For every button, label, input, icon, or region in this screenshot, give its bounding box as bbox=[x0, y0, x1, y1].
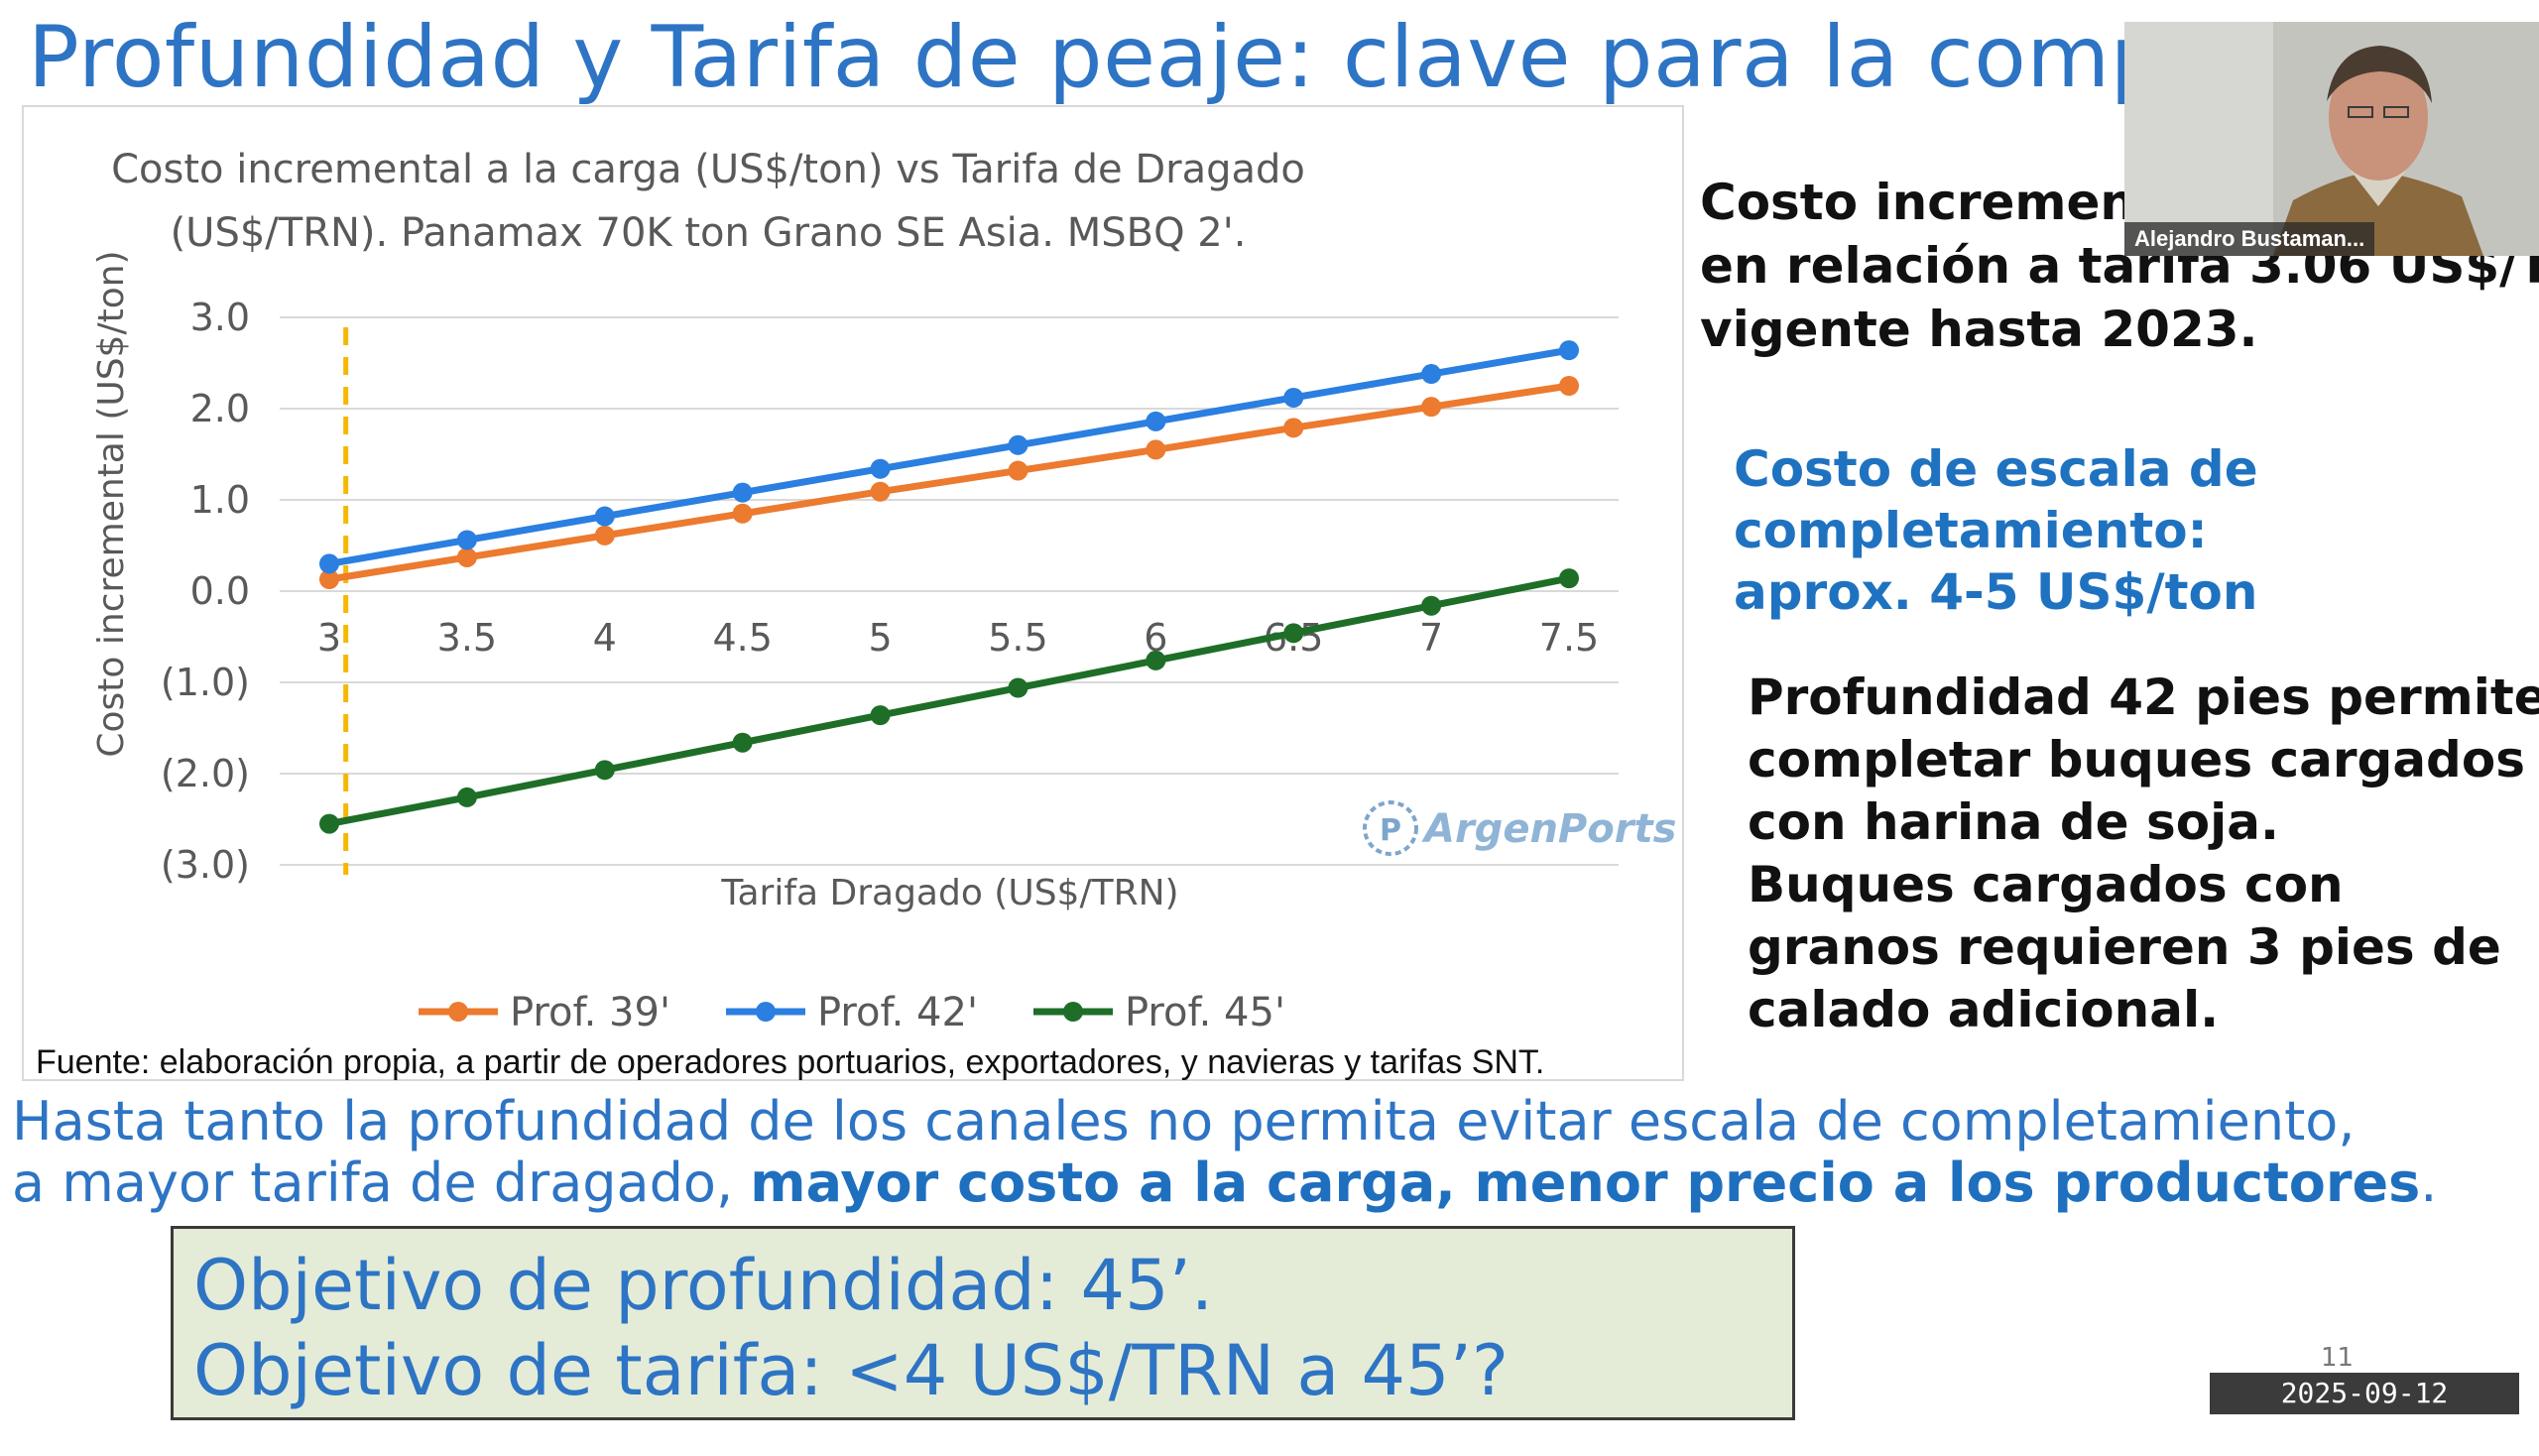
x-tick-label: 5.5 bbox=[988, 616, 1047, 660]
x-axis-ticks: 33.544.555.566.577.5 bbox=[317, 616, 1599, 660]
note-line: con harina de soja. bbox=[1748, 793, 2279, 851]
x-axis-label: Tarifa Dragado (US$/TRN) bbox=[720, 873, 1178, 913]
data-point bbox=[1008, 434, 1028, 455]
y-tick-label: (2.0) bbox=[161, 752, 250, 795]
data-point bbox=[1283, 387, 1304, 408]
participant-avatar-image bbox=[2124, 22, 2539, 256]
note-line: calado adicional. bbox=[1748, 981, 2220, 1038]
data-point bbox=[1283, 623, 1304, 644]
series-line-2 bbox=[328, 346, 1570, 567]
data-point bbox=[732, 482, 753, 503]
legend-marker bbox=[1063, 1002, 1083, 1022]
x-tick-label: 7 bbox=[1419, 616, 1443, 660]
note-line: vigente hasta 2023. bbox=[1700, 301, 2258, 358]
right-note-completion-cost: Costo de escala de completamiento: aprox… bbox=[1734, 438, 2258, 623]
note-line: aprox. 4-5 US$/ton bbox=[1734, 563, 2258, 621]
legend-marker bbox=[448, 1002, 468, 1022]
x-tick-label: 3.5 bbox=[437, 616, 497, 660]
data-point bbox=[870, 705, 891, 726]
participant-name-label: Alejandro Bustaman... bbox=[2124, 222, 2375, 256]
data-point bbox=[1559, 568, 1579, 589]
data-point bbox=[1421, 595, 1442, 616]
bottom-statement: Hasta tanto la profundidad de los canale… bbox=[12, 1091, 2437, 1214]
gridlines bbox=[280, 316, 1619, 866]
watermark-text: ArgenPorts bbox=[1421, 806, 1676, 852]
objective-tariff: Objetivo de tarifa: <4 US$/TRN a 45’? bbox=[193, 1330, 1510, 1411]
y-axis-ticks: 3.0 2.0 1.0 0.0 (1.0) (2.0) (3.0) bbox=[161, 296, 250, 887]
statement-prefix: a mayor tarifa de dragado, bbox=[12, 1152, 751, 1214]
y-tick-label: (3.0) bbox=[161, 843, 250, 887]
data-point bbox=[870, 458, 891, 479]
legend: Prof. 39' Prof. 42' Prof. 45' bbox=[419, 990, 1285, 1035]
x-tick-label: 4.5 bbox=[712, 616, 772, 660]
data-point bbox=[456, 546, 477, 567]
data-point bbox=[1146, 650, 1166, 670]
legend-marker bbox=[756, 1002, 776, 1022]
data-point bbox=[319, 569, 339, 590]
chart-panel: Costo incremental a la carga (US$/ton) v… bbox=[22, 105, 1684, 1081]
objectives-box: Objetivo de profundidad: 45’. Objetivo d… bbox=[171, 1226, 1795, 1420]
x-tick-label: 5 bbox=[868, 616, 892, 660]
note-line: Profundidad 42 pies permite bbox=[1748, 668, 2539, 726]
data-point bbox=[594, 760, 615, 781]
y-tick-label: 3.0 bbox=[190, 296, 250, 339]
note-line: granos requieren 3 pies de bbox=[1748, 918, 2501, 976]
legend-label: Prof. 42' bbox=[817, 990, 978, 1035]
data-point bbox=[1146, 411, 1166, 431]
source-note: Fuente: elaboración propia, a partir de … bbox=[36, 1043, 1545, 1081]
data-point bbox=[456, 530, 477, 550]
data-point bbox=[319, 553, 339, 574]
data-point bbox=[594, 506, 615, 527]
data-point bbox=[1421, 364, 1442, 385]
y-tick-label: 2.0 bbox=[190, 387, 250, 430]
slide-title: Profundidad y Tarifa de peaje: clave par… bbox=[28, 8, 2539, 107]
svg-text:P: P bbox=[1380, 813, 1401, 848]
y-tick-label: (1.0) bbox=[161, 661, 250, 704]
x-tick-label: 3 bbox=[317, 616, 341, 660]
x-tick-label: 4 bbox=[593, 616, 617, 660]
data-point bbox=[1283, 418, 1304, 438]
data-point bbox=[870, 481, 891, 502]
statement-suffix: . bbox=[2420, 1152, 2438, 1214]
watermark-logo-icon bbox=[1363, 800, 1418, 856]
data-point bbox=[319, 813, 339, 834]
statement-emphasis: mayor costo a la carga, menor precio a l… bbox=[750, 1152, 2421, 1214]
note-line: completar buques cargados bbox=[1748, 731, 2525, 789]
line-chart: Costo incremental a la carga (US$/ton) v… bbox=[91, 147, 1676, 1035]
data-point bbox=[1559, 376, 1579, 396]
chart-title-line-2: (US$/TRN). Panamax 70K ton Grano SE Asia… bbox=[171, 210, 1247, 256]
series-line-1 bbox=[328, 382, 1570, 583]
y-axis-label: Costo incremental (US$/ton) bbox=[91, 250, 132, 757]
statement-line-2: a mayor tarifa de dragado, mayor costo a… bbox=[12, 1153, 2437, 1214]
data-point bbox=[1008, 677, 1028, 698]
data-point bbox=[732, 732, 753, 753]
data-point bbox=[594, 525, 615, 546]
series-line-3 bbox=[328, 574, 1570, 828]
note-line: Costo de escala de bbox=[1734, 440, 2258, 498]
objective-depth: Objetivo de profundidad: 45’. bbox=[193, 1245, 1214, 1326]
slide-number: 11 bbox=[2321, 1343, 2355, 1373]
chart-title-line-1: Costo incremental a la carga (US$/ton) v… bbox=[111, 147, 1305, 192]
data-point bbox=[1559, 340, 1579, 361]
x-tick-label: 7.5 bbox=[1539, 616, 1599, 660]
data-point bbox=[1421, 397, 1442, 418]
participant-video-tile[interactable]: Alejandro Bustaman... bbox=[2124, 22, 2539, 256]
legend-label: Prof. 45' bbox=[1125, 990, 1285, 1035]
timestamp: 2025-09-12 12:39:06 bbox=[2210, 1373, 2519, 1451]
right-note-depth: Profundidad 42 pies permite completar bu… bbox=[1748, 667, 2539, 1041]
series-layer bbox=[319, 340, 1579, 834]
data-point bbox=[1008, 460, 1028, 481]
statement-line-1: Hasta tanto la profundidad de los canale… bbox=[12, 1090, 2356, 1153]
right-note-incremental-cost: Costo incremental en relación a tarifa 3… bbox=[1700, 171, 2539, 361]
y-tick-label: 0.0 bbox=[190, 569, 250, 613]
note-line: completamiento: bbox=[1734, 502, 2208, 559]
data-point bbox=[732, 503, 753, 524]
data-point bbox=[1146, 439, 1166, 460]
note-line: Buques cargados con bbox=[1748, 856, 2344, 913]
data-point bbox=[456, 787, 477, 807]
legend-label: Prof. 39' bbox=[510, 990, 670, 1035]
y-tick-label: 1.0 bbox=[190, 478, 250, 522]
argenports-watermark: P ArgenPorts bbox=[1363, 800, 1676, 856]
